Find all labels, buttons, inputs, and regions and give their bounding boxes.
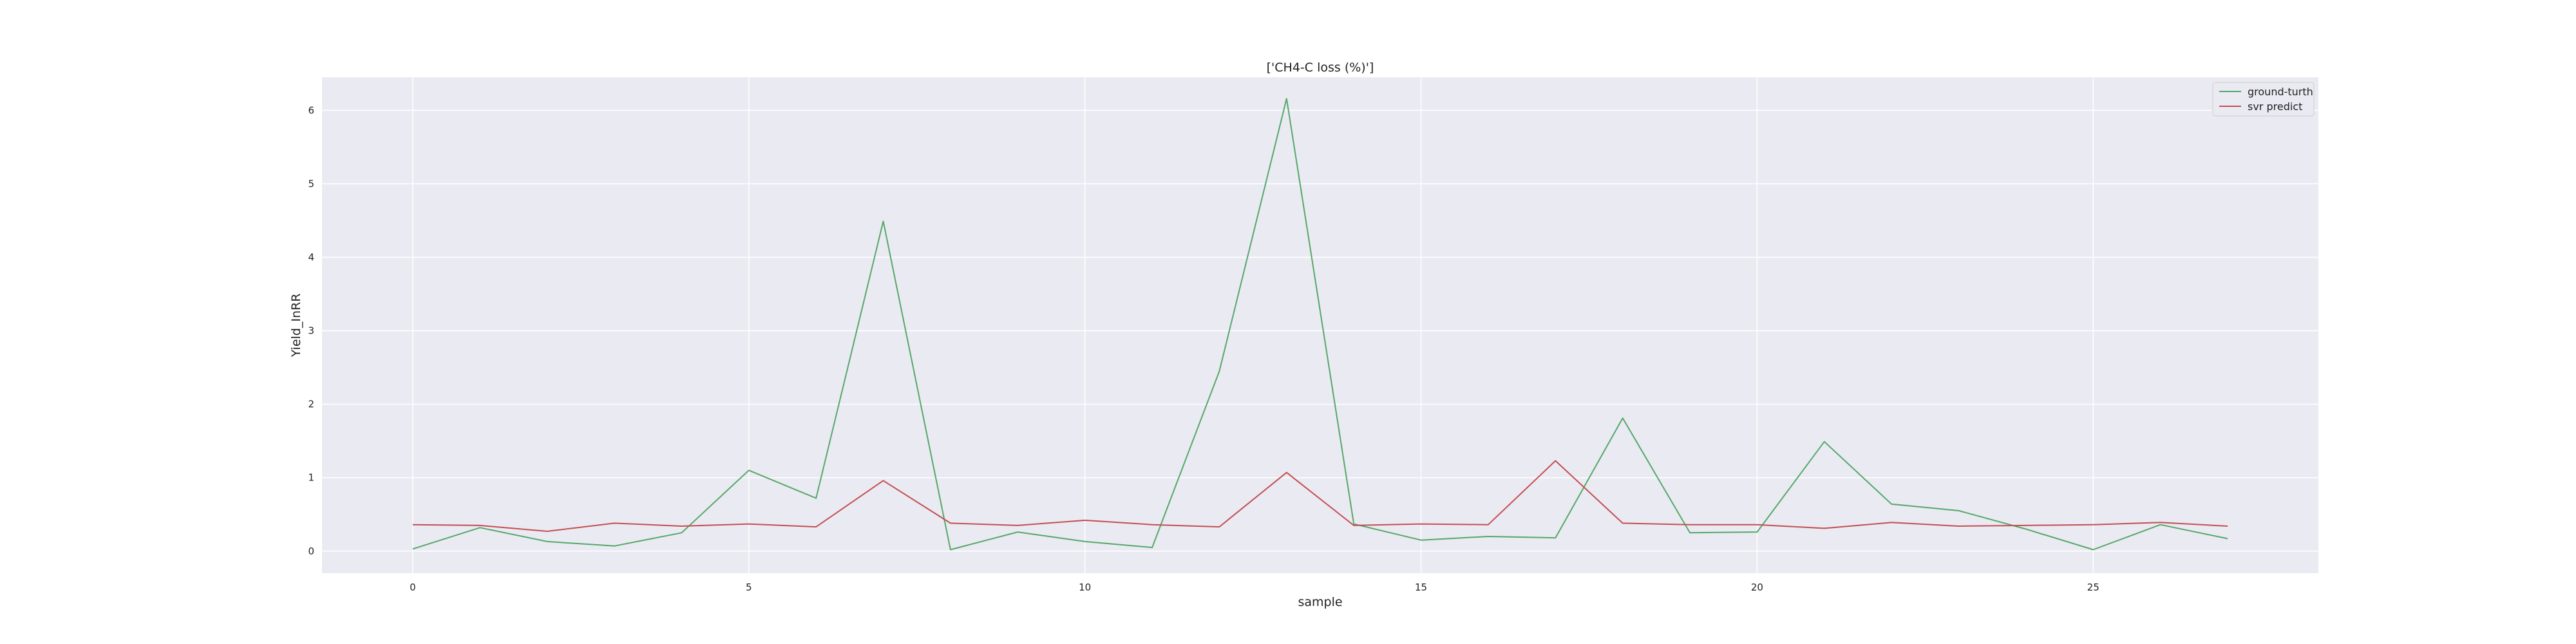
y-tick-label: 2 bbox=[308, 399, 314, 410]
x-tick-label: 5 bbox=[746, 582, 752, 593]
x-tick-labels: 0 5 10 15 20 25 bbox=[410, 582, 2099, 593]
plot-area bbox=[322, 77, 2318, 573]
y-tick-label: 0 bbox=[308, 545, 314, 557]
y-tick-label: 5 bbox=[308, 178, 314, 189]
x-axis-label: sample bbox=[1298, 595, 1342, 609]
y-tick-label: 4 bbox=[308, 251, 314, 263]
x-tick-label: 15 bbox=[1415, 582, 1427, 593]
grid bbox=[322, 77, 2318, 573]
x-tick-label: 25 bbox=[2087, 582, 2099, 593]
y-tick-label: 3 bbox=[308, 325, 314, 337]
legend-label-ground-turth: ground-turth bbox=[2248, 86, 2313, 98]
legend: ground-turth svr predict bbox=[2212, 82, 2315, 117]
y-tick-label: 1 bbox=[308, 472, 314, 484]
chart-title: ['CH4-C loss (%)'] bbox=[1267, 61, 1374, 75]
series-line-svr-predict bbox=[412, 460, 2228, 532]
legend-label-svr-predict: svr predict bbox=[2248, 100, 2302, 113]
y-tick-label: 6 bbox=[308, 104, 314, 116]
series-layer bbox=[412, 98, 2228, 551]
x-tick-label: 20 bbox=[1751, 582, 1763, 593]
y-axis-label: Yield_InRR bbox=[289, 294, 303, 358]
x-tick-label: 10 bbox=[1079, 582, 1091, 593]
x-tick-label: 0 bbox=[410, 582, 416, 593]
y-tick-labels: 0 1 2 3 4 5 6 bbox=[308, 104, 314, 556]
series-line-ground-turth bbox=[412, 98, 2228, 551]
